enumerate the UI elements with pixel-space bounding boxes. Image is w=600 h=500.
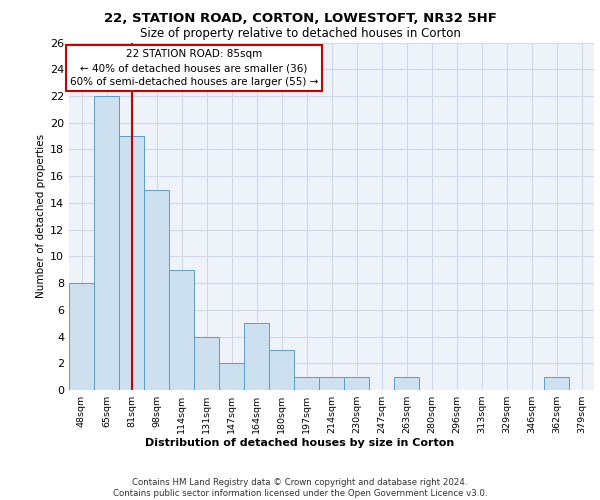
Text: Contains HM Land Registry data © Crown copyright and database right 2024.
Contai: Contains HM Land Registry data © Crown c… xyxy=(113,478,487,498)
Text: 22, STATION ROAD, CORTON, LOWESTOFT, NR32 5HF: 22, STATION ROAD, CORTON, LOWESTOFT, NR3… xyxy=(104,12,496,26)
Text: Distribution of detached houses by size in Corton: Distribution of detached houses by size … xyxy=(145,438,455,448)
Bar xyxy=(294,376,319,390)
Bar xyxy=(169,270,194,390)
Bar xyxy=(144,190,169,390)
Bar xyxy=(119,136,144,390)
Text: 22 STATION ROAD: 85sqm
← 40% of detached houses are smaller (36)
60% of semi-det: 22 STATION ROAD: 85sqm ← 40% of detached… xyxy=(70,49,318,87)
Bar xyxy=(194,336,219,390)
Bar xyxy=(344,376,369,390)
Bar xyxy=(394,376,419,390)
Bar xyxy=(69,283,94,390)
Y-axis label: Number of detached properties: Number of detached properties xyxy=(36,134,46,298)
Bar xyxy=(94,96,119,390)
Bar xyxy=(219,364,244,390)
Bar xyxy=(544,376,569,390)
Bar xyxy=(244,323,269,390)
Bar xyxy=(319,376,344,390)
Bar xyxy=(269,350,294,390)
Text: Size of property relative to detached houses in Corton: Size of property relative to detached ho… xyxy=(140,28,460,40)
